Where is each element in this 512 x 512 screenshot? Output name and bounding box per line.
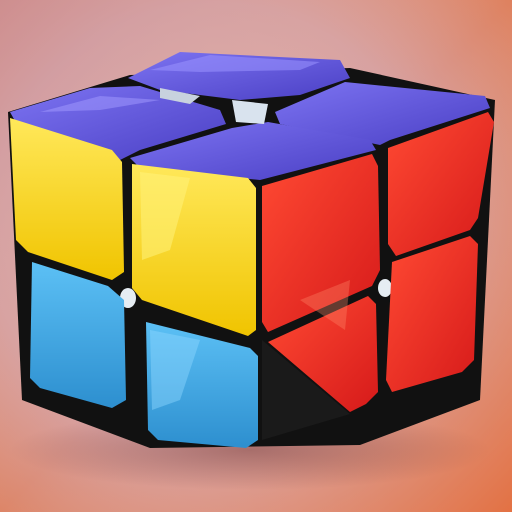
red-tile-lower-front — [268, 296, 378, 412]
red-tile-upper-back — [388, 112, 494, 256]
blue-shine — [150, 330, 200, 410]
chrome-core — [378, 279, 392, 297]
top-tile-right — [275, 82, 490, 145]
top-highlight — [150, 55, 320, 72]
red-tile-upper-front — [262, 154, 380, 332]
blue-tile-front — [146, 322, 258, 448]
red-tile-lower-back — [386, 236, 478, 392]
right-face — [262, 112, 494, 412]
top-highlight — [40, 96, 160, 112]
chrome-core — [160, 88, 200, 104]
black-reflection — [262, 340, 350, 440]
chrome-core — [232, 100, 268, 124]
yellow-tile-left — [10, 118, 124, 280]
blue-tile-left — [30, 262, 126, 408]
front-face — [10, 118, 258, 448]
yellow-shine — [140, 172, 190, 260]
top-face — [10, 52, 490, 180]
red-reflection — [300, 280, 350, 330]
top-tile-front — [130, 122, 376, 180]
